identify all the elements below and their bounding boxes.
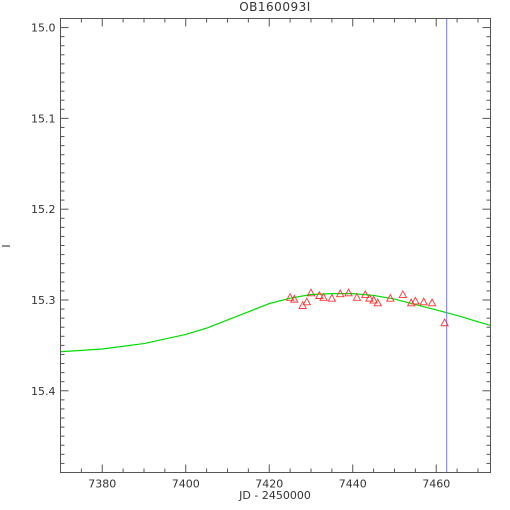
y-tick-label: 15.3 xyxy=(31,294,56,307)
x-axis-ticks: 7380 7400 7420 7440 7460 xyxy=(60,18,479,491)
data-point-triangle xyxy=(327,293,337,302)
x-tick-label: 7380 xyxy=(88,478,116,491)
y-axis-ticks: 15.0 15.1 15.2 15.3 15.4 xyxy=(31,22,491,473)
data-point-triangle xyxy=(314,290,324,299)
data-point-triangle xyxy=(289,294,299,303)
data-point-triangle xyxy=(285,292,295,301)
data-point-triangle xyxy=(410,296,420,305)
y-tick-label: 15.1 xyxy=(31,112,56,125)
x-tick-label: 7440 xyxy=(339,478,367,491)
data-point-triangle xyxy=(440,318,449,327)
data-point-triangle xyxy=(398,289,408,299)
x-tick-label: 7420 xyxy=(255,478,283,491)
data-point-triangle xyxy=(360,289,370,299)
data-point-triangle xyxy=(352,292,362,301)
model-curve-line xyxy=(60,293,491,353)
plot-frame xyxy=(60,18,491,473)
data-point-triangle xyxy=(335,289,345,298)
y-tick-label: 15.0 xyxy=(31,22,56,35)
data-point-triangle xyxy=(344,288,353,297)
y-tick-label: 15.2 xyxy=(31,203,56,216)
data-point-triangle xyxy=(302,297,312,306)
chart-title: OB160093I xyxy=(239,0,311,14)
y-axis-label: I xyxy=(0,244,13,247)
data-point-triangle xyxy=(306,288,316,297)
data-point-triangle xyxy=(419,297,429,306)
data-point-triangle xyxy=(427,298,437,307)
plot-area xyxy=(60,18,491,473)
data-point-triangle xyxy=(369,295,378,304)
data-point-triangle xyxy=(373,298,383,307)
data-point-triangle xyxy=(319,292,328,301)
x-tick-label: 7400 xyxy=(172,478,200,491)
x-axis-label: JD - 2450000 xyxy=(238,489,311,502)
y-tick-label: 15.4 xyxy=(31,385,56,398)
data-point-triangle xyxy=(385,293,395,302)
x-tick-label: 7460 xyxy=(422,478,450,491)
data-point-triangle xyxy=(365,293,374,302)
